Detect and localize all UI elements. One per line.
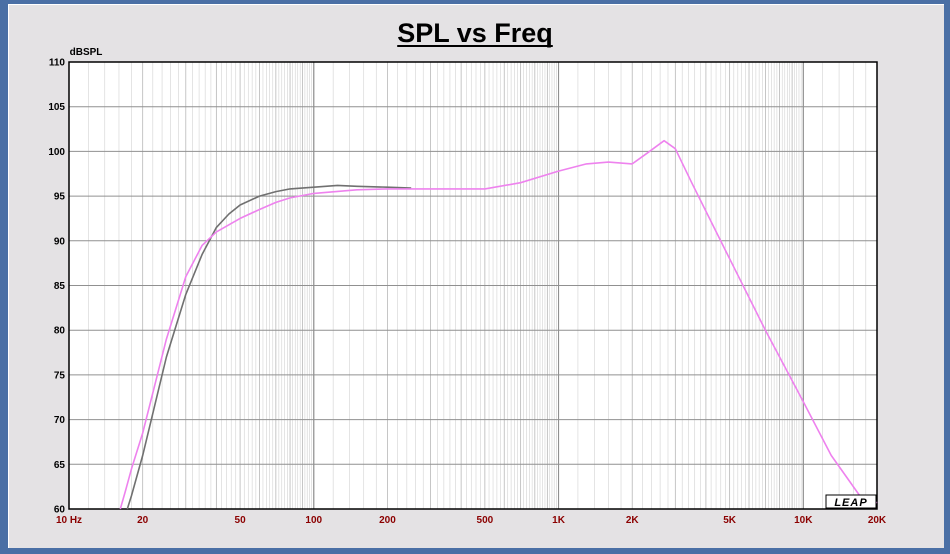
- leap-logo-text: LEAP: [834, 497, 867, 509]
- y-tick-label: 70: [54, 415, 66, 426]
- plot-frame: [68, 61, 878, 510]
- series-layer: [119, 139, 878, 510]
- x-tick-label: 50: [235, 515, 247, 526]
- y-tick-labels: 60 65 70 75 80 85 90 95 100 105 110: [48, 58, 65, 516]
- y-tick-label: 80: [54, 326, 66, 337]
- series-line-2: [119, 139, 878, 510]
- x-tick-label: 5K: [723, 515, 737, 526]
- y-tick-label: 60: [54, 505, 66, 516]
- y-axis-label: dBSPL: [70, 47, 103, 58]
- y-tick-label: 100: [48, 147, 65, 158]
- y-tick-label: 90: [54, 236, 66, 247]
- x-tick-label: 500: [477, 515, 494, 526]
- x-tick-label: 1K: [552, 515, 566, 526]
- y-tick-label: 105: [48, 102, 65, 113]
- chart-title: SPL vs Freq: [397, 18, 553, 48]
- x-tick-labels: 10 Hz 20 50 100 200 500 1K 2K 5K 10K 20K: [56, 515, 887, 526]
- x-tick-label: 10 Hz: [56, 515, 82, 526]
- y-tick-label: 110: [49, 58, 66, 69]
- y-tick-label: 95: [54, 192, 66, 203]
- leap-logo: LEAP: [825, 494, 877, 509]
- x-tick-label: 200: [379, 515, 396, 526]
- x-tick-label: 100: [305, 515, 322, 526]
- x-tick-label: 2K: [626, 515, 640, 526]
- x-tick-label: 20: [137, 515, 149, 526]
- series-line-1: [126, 184, 412, 510]
- x-tick-label: 10K: [794, 515, 813, 526]
- y-tick-label: 65: [54, 460, 66, 471]
- y-tick-label: 75: [54, 370, 66, 381]
- window-bevel: [8, 4, 944, 548]
- y-tick-label: 85: [54, 281, 66, 292]
- x-tick-label: 20K: [868, 515, 887, 526]
